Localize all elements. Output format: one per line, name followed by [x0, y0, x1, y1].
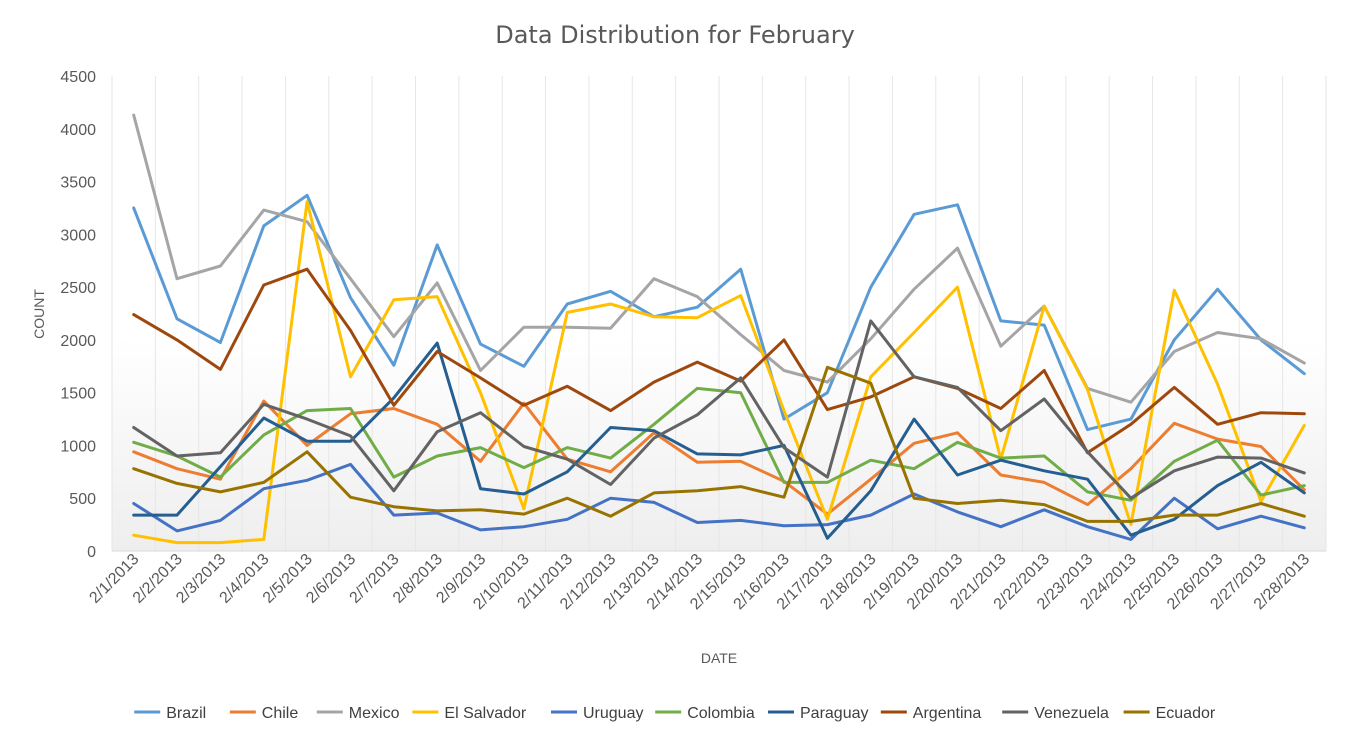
series-line-argentina [132, 267, 1306, 455]
chart-title: Data Distribution for February [495, 21, 855, 49]
series-line-colombia [132, 386, 1306, 502]
y-tick-label: 3000 [60, 227, 96, 244]
series-line-venezuela [132, 319, 1306, 500]
series-line-paraguay [132, 341, 1306, 540]
legend: Brazil Chile Mexico El Salvador Uruguay Colom… [134, 705, 1216, 722]
legend-label-argentina: Argentina [913, 705, 982, 722]
series-lines [132, 113, 1306, 545]
y-axis: 0 500 1000 1500 2000 2500 3000 3500 4000 4500 [60, 69, 96, 561]
y-tick-label: 1500 [60, 386, 96, 403]
legend-label-el-salvador: El Salvador [444, 705, 526, 722]
y-tick-label: 2000 [60, 333, 96, 350]
legend-label-mexico: Mexico [349, 705, 400, 722]
x-axis-title: DATE [701, 650, 737, 666]
y-tick-label: 1000 [60, 438, 96, 455]
legend-label-uruguay: Uruguay [583, 705, 643, 722]
y-tick-label: 4000 [60, 122, 96, 139]
series-line-mexico [132, 113, 1306, 404]
series-line-el-salvador [132, 200, 1306, 545]
y-axis-title: COUNT [31, 289, 47, 339]
series-line-brazil [132, 193, 1306, 432]
y-tick-label: 4500 [60, 69, 96, 86]
series-line-ecuador [132, 365, 1306, 523]
legend-label-brazil: Brazil [166, 705, 206, 722]
y-tick-label: 500 [69, 491, 96, 508]
y-tick-label: 2500 [60, 280, 96, 297]
legend-label-ecuador: Ecuador [1156, 705, 1216, 722]
legend-label-colombia: Colombia [687, 705, 755, 722]
legend-label-chile: Chile [262, 705, 299, 722]
legend-label-paraguay: Paraguay [800, 705, 869, 722]
legend-label-venezuela: Venezuela [1034, 705, 1109, 722]
y-tick-label: 0 [87, 544, 96, 561]
series-line-chile [132, 399, 1306, 516]
y-tick-label: 3500 [60, 175, 96, 192]
x-axis: 2/1/20132/2/20132/3/20132/4/20132/5/2013… [86, 551, 1313, 613]
gridlines [111, 76, 1327, 551]
